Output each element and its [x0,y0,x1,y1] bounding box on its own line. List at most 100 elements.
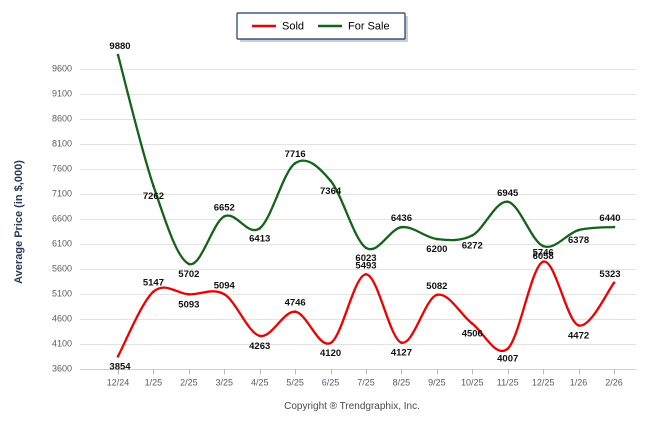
y-axis-tick-labels: 3600 4100 4600 5100 5600 6100 6600 7100 7600 8100… [52,63,72,373]
y-axis-tick-label: 5100 [52,288,72,298]
legend-label-sold[interactable]: Sold [282,20,304,32]
data-point-label: 5323 [599,269,620,280]
x-axis-tick-labels: 12/24 1/25 2/25 3/25 4/25 5/25 6/25 7/25 8/25 9/2… [107,378,623,388]
x-axis-tick-label: 1/25 [145,378,163,388]
data-point-label: 3854 [109,361,131,372]
data-point-label: 4746 [285,298,306,309]
y-axis-tick-label: 7100 [52,188,72,198]
data-point-marker[interactable] [364,246,368,250]
data-point-label: 5746 [533,248,554,259]
y-axis-tick-label: 4600 [52,313,72,323]
data-point-label: 4007 [497,354,518,365]
data-point-label: 7364 [320,186,342,197]
x-axis-tick-label: 11/25 [497,378,519,388]
data-point-label: 6413 [249,233,270,244]
data-point-marker[interactable] [506,347,510,350]
data-point-label: 6058 [533,251,554,262]
data-point-label: 5082 [426,281,447,292]
y-axis-tick-label: 3600 [52,363,72,373]
data-point-marker[interactable] [293,161,297,165]
x-axis-tick-label: 9/25 [428,378,446,388]
series-line-sold[interactable] [116,260,616,358]
data-point-label: 6023 [355,253,376,264]
chart-legend[interactable]: Sold For Sale [236,12,408,42]
data-point-label: 9880 [109,41,130,52]
data-point-marker[interactable] [400,341,403,344]
x-axis-tick-label: 6/25 [322,378,340,388]
gridlines [80,69,636,370]
data-point-label: 6945 [497,188,519,199]
data-point-marker[interactable] [116,53,120,57]
y-axis-tick-label: 6100 [52,238,72,248]
data-point-marker[interactable] [222,293,226,296]
data-point-label: 4127 [391,348,412,359]
data-point-label: 5702 [178,269,199,280]
data-point-label: 6436 [391,213,412,224]
data-point-marker[interactable] [329,179,332,183]
x-axis-tick-label: 5/25 [286,378,304,388]
y-axis-tick-label: 6600 [52,213,72,223]
x-axis-tick-label: 8/25 [393,378,411,388]
x-axis-tick-label: 2/25 [180,378,198,388]
data-point-label: 4506 [462,329,483,340]
data-series-layer [116,53,616,358]
data-point-marker[interactable] [470,322,474,326]
y-axis-tick-label: 9100 [52,88,72,98]
data-point-marker[interactable] [435,293,439,297]
data-point-marker[interactable] [152,184,155,188]
data-point-marker[interactable] [258,334,262,338]
data-point-label: 6200 [426,244,447,255]
data-point-marker[interactable] [258,227,262,230]
x-axis-tick-marks [118,369,615,375]
data-point-label: 5093 [178,299,199,310]
data-point-marker[interactable] [152,290,155,293]
data-point-marker[interactable] [435,237,439,241]
data-point-marker[interactable] [577,324,580,327]
data-point-label: 6652 [214,202,235,213]
data-point-marker[interactable] [577,228,580,232]
y-axis-tick-label: 7600 [52,163,72,173]
data-point-marker[interactable] [541,244,545,248]
data-point-marker[interactable] [364,273,368,276]
data-point-label: 4263 [249,341,270,352]
x-axis-tick-label: 12/24 [107,378,130,388]
legend-label-for-sale[interactable]: For Sale [348,20,390,32]
y-axis-title: Average Price (in $,000) [13,160,25,284]
data-point-label: 5094 [214,280,236,291]
data-point-label: 4472 [568,330,589,341]
data-point-marker[interactable] [541,260,545,264]
data-point-label: 5147 [143,278,164,289]
data-point-marker[interactable] [222,215,226,218]
x-axis-tick-label: 12/25 [532,378,555,388]
data-point-marker[interactable] [612,281,616,285]
x-axis-tick-label: 3/25 [216,378,234,388]
data-point-label: 7262 [143,191,164,202]
data-point-marker[interactable] [400,225,403,229]
x-axis-tick-label: 4/25 [251,378,269,388]
y-axis-tick-label: 5600 [52,263,72,273]
y-axis-tick-label: 8600 [52,113,72,123]
copyright-notice: Copyright ® Trendgraphix, Inc. [284,401,420,412]
x-axis-tick-label: 10/25 [461,378,484,388]
x-axis-tick-label: 1/26 [570,378,588,388]
data-point-label: 6440 [599,213,620,224]
data-point-marker[interactable] [187,262,191,266]
data-point-marker[interactable] [116,355,120,358]
data-point-marker[interactable] [293,310,297,314]
data-point-marker[interactable] [329,341,332,345]
data-point-label: 7716 [285,149,306,160]
data-point-marker[interactable] [187,293,191,296]
x-axis-tick-label: 2/26 [605,378,623,388]
data-point-marker[interactable] [470,234,474,237]
y-axis-tick-label: 9600 [52,63,72,73]
y-axis-tick-label: 4100 [52,338,72,348]
data-point-marker[interactable] [612,225,616,229]
data-point-label: 6378 [568,235,589,246]
data-point-marker[interactable] [506,200,510,204]
data-point-labels-layer: 3854 5147 5093 5094 4263 4746 4120 5493 4127 5082… [109,41,620,372]
data-point-label: 4120 [320,348,341,359]
y-axis-tick-label: 8100 [52,138,72,148]
